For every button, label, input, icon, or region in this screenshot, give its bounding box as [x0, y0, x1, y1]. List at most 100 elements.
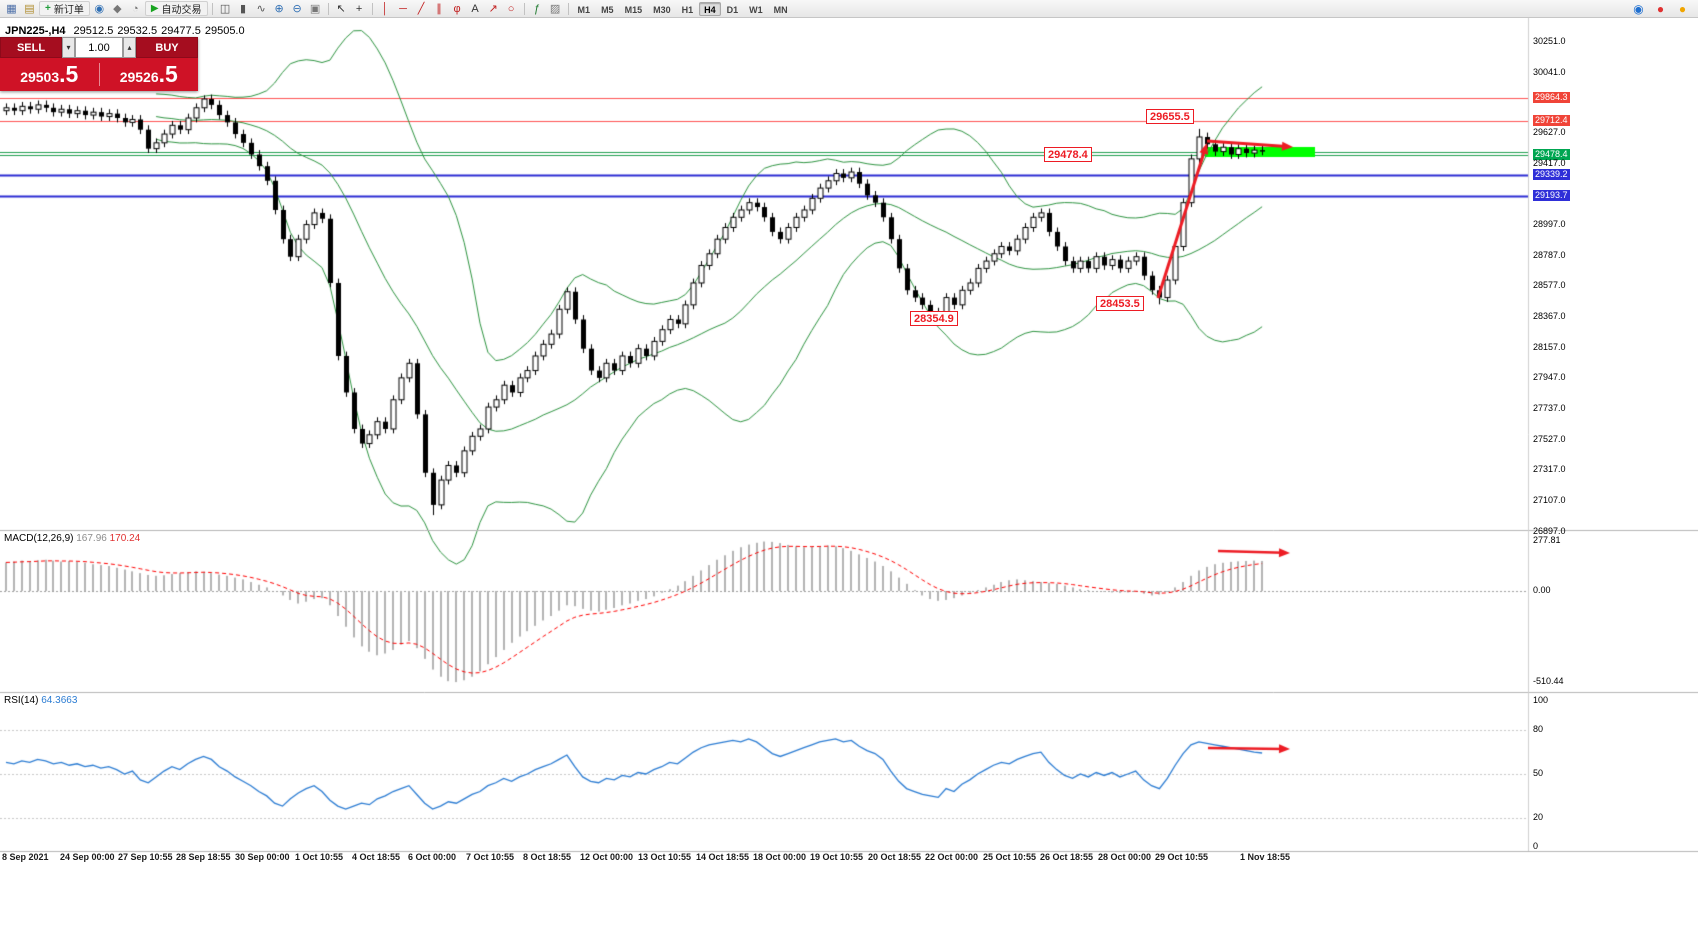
zoom-in-icon[interactable]: ⊕ — [274, 3, 284, 15]
chart-canvas[interactable] — [0, 18, 1698, 938]
price-tick-28577.0: 28577.0 — [1533, 280, 1566, 291]
templates-icon[interactable]: ▨ — [549, 3, 561, 15]
alerts-icon[interactable]: ● — [1656, 1, 1665, 16]
new-order-button[interactable]: + 新订单 — [39, 1, 90, 16]
timeframe-button-m5[interactable]: M5 — [601, 4, 614, 15]
rsi-tick-100: 100 — [1533, 695, 1549, 705]
macd-tick-277.81: 277.81 — [1533, 535, 1561, 546]
time-tick-label: 19 Oct 10:55 — [810, 852, 864, 862]
price-tick-27947.0: 27947.0 — [1533, 372, 1566, 383]
timeframe-button-d1[interactable]: D1 — [726, 4, 739, 15]
buy-price-display[interactable]: 29526.5 — [100, 63, 199, 86]
volume-decrease-button[interactable]: ▾ — [62, 37, 75, 58]
volume-input[interactable] — [75, 37, 123, 58]
market-watch-icon[interactable]: ◉ — [94, 3, 105, 15]
time-tick-label: 7 Oct 10:55 — [466, 852, 515, 862]
indicators-icon[interactable]: ƒ — [533, 2, 541, 15]
price-tick-29712.4: 29712.4 — [1533, 114, 1570, 126]
buy-price-frac: .5 — [158, 61, 178, 87]
data-window-icon[interactable]: ◆ — [113, 3, 122, 15]
help-icon[interactable]: ◉ — [1633, 1, 1644, 16]
price-tick-30041.0: 30041.0 — [1533, 66, 1566, 77]
macd-tick--510.44: -510.44 — [1533, 676, 1564, 687]
macd-main-value: 167.96 — [76, 533, 107, 544]
timeframe-button-h4[interactable]: H4 — [699, 1, 721, 16]
time-tick-label: 26 Oct 18:55 — [1040, 852, 1094, 862]
timeframe-button-m1[interactable]: M1 — [577, 4, 591, 15]
trendline-icon[interactable]: ╱ — [417, 3, 425, 15]
strategy-tester-icon[interactable]: ◔ — [132, 2, 139, 15]
toolbar-left-groups: ▦ ▤ + 新订单 ◉ ◆ ◔ ▶ 自动交易 ◫ ▮ ∿ ⊕ ⊖ ▣ ↖ + │ ─ ╱ ∥ φ A ↗ ○ ƒ ▨ M1 M5 M15 M… — [3, 1, 793, 16]
toolbar-right-groups: ◉ ● ● — [1630, 1, 1695, 16]
trade-panel-divider — [98, 62, 100, 87]
bar-chart-icon[interactable]: ◫ — [219, 3, 231, 15]
channel-icon[interactable]: ∥ — [436, 3, 442, 15]
timeframe-button-w1[interactable]: W1 — [749, 4, 763, 15]
cloud-icon[interactable]: ● — [1678, 1, 1687, 16]
shapes-icon[interactable]: ○ — [507, 2, 515, 15]
time-tick-label: 28 Oct 00:00 — [1098, 852, 1152, 862]
symbol-timeframe-label: JPN225-,H4 — [5, 25, 66, 37]
price-annotation: 29478.4 — [1044, 146, 1092, 162]
price-tick-29193.7: 29193.7 — [1533, 190, 1570, 202]
price-tick-27527.0: 27527.0 — [1533, 433, 1566, 444]
price-annotation: 28453.5 — [1096, 296, 1144, 312]
time-tick-label: 12 Oct 00:00 — [580, 852, 634, 862]
price-axis: 30251.0 30041.0 29864.3 29712.4 29627.0 29478… — [1531, 0, 1595, 938]
rsi-value: 64.3663 — [41, 695, 78, 706]
fibonacci-icon[interactable]: φ — [453, 2, 461, 15]
new-order-button-label: 新订单 — [53, 5, 84, 16]
time-tick-label: 18 Oct 00:00 — [753, 852, 807, 862]
price-tick-29339.2: 29339.2 — [1533, 169, 1570, 181]
timeframe-button-mn[interactable]: MN — [773, 4, 788, 15]
ohlc-open: 29512.5 — [73, 25, 114, 37]
arrow-tool-icon[interactable]: ↗ — [488, 3, 498, 15]
trade-panel-controls: SELL ▾ ▴ BUY — [0, 37, 198, 58]
price-tick-28367.0: 28367.0 — [1533, 310, 1566, 321]
toolbar-separator — [523, 2, 525, 15]
vline-icon[interactable]: │ — [381, 2, 389, 15]
rsi-tick-50: 50 — [1533, 768, 1544, 778]
price-tick-30251.0: 30251.0 — [1533, 35, 1566, 46]
toolbar-separator — [567, 2, 569, 15]
price-tick-28787.0: 28787.0 — [1533, 249, 1566, 260]
tile-windows-icon[interactable]: ▣ — [309, 3, 321, 15]
toolbar-separator — [371, 2, 373, 15]
timeframe-button-m30[interactable]: M30 — [653, 4, 671, 15]
line-chart-icon[interactable]: ∿ — [256, 3, 266, 15]
time-tick-label: 24 Sep 00:00 — [60, 852, 115, 862]
time-tick-label: 30 Sep 00:00 — [235, 852, 290, 862]
rsi-tick-0: 0 — [1533, 841, 1539, 851]
profiles-icon[interactable]: ▤ — [24, 3, 35, 15]
price-tick-28157.0: 28157.0 — [1533, 341, 1566, 352]
candle-chart-icon[interactable]: ▮ — [240, 3, 247, 15]
zoom-out-icon[interactable]: ⊖ — [292, 3, 302, 15]
time-tick-label: 6 Oct 00:00 — [408, 852, 457, 862]
price-tick-27317.0: 27317.0 — [1533, 464, 1566, 475]
timeframe-button-h1[interactable]: H1 — [681, 4, 694, 15]
sell-price-display[interactable]: 29503.5 — [0, 63, 99, 86]
crosshair-icon[interactable]: + — [355, 2, 363, 15]
cursor-icon[interactable]: ↖ — [336, 3, 346, 15]
text-icon[interactable]: A — [471, 2, 479, 15]
time-tick-label: 22 Oct 00:00 — [925, 852, 979, 862]
hline-icon[interactable]: ─ — [399, 2, 407, 15]
auto-trading-button[interactable]: ▶ 自动交易 — [144, 1, 208, 16]
timeframe-button-m15[interactable]: M15 — [624, 4, 643, 15]
macd-indicator-label: MACD(12,26,9) 167.96 170.24 — [4, 533, 140, 544]
main-toolbar: ▦ ▤ + 新订单 ◉ ◆ ◔ ▶ 自动交易 ◫ ▮ ∿ ⊕ ⊖ ▣ ↖ + │ ─ ╱ ∥ φ A ↗ ○ ƒ ▨ M1 M5 M15 M… — [0, 0, 1698, 18]
sell-button[interactable]: SELL — [0, 37, 62, 58]
rsi-tick-20: 20 — [1533, 811, 1544, 822]
time-tick-label: 25 Oct 10:55 — [983, 852, 1037, 862]
buy-button[interactable]: BUY — [136, 37, 198, 58]
volume-increase-button[interactable]: ▴ — [123, 37, 136, 58]
time-tick-label: 14 Oct 18:55 — [696, 852, 750, 862]
price-tick-26897.0: 26897.0 — [1533, 525, 1566, 536]
time-tick-label: 13 Oct 10:55 — [638, 852, 692, 862]
toolbar-separator — [327, 2, 329, 15]
new-chart-icon[interactable]: ▦ — [6, 3, 17, 15]
sell-price-frac: .5 — [59, 61, 79, 87]
trade-panel-prices: 29503.5 29526.5 — [0, 58, 198, 91]
auto-trading-button-label: 自动交易 — [161, 5, 202, 16]
auto-trading-button-icon: ▶ — [150, 3, 159, 14]
